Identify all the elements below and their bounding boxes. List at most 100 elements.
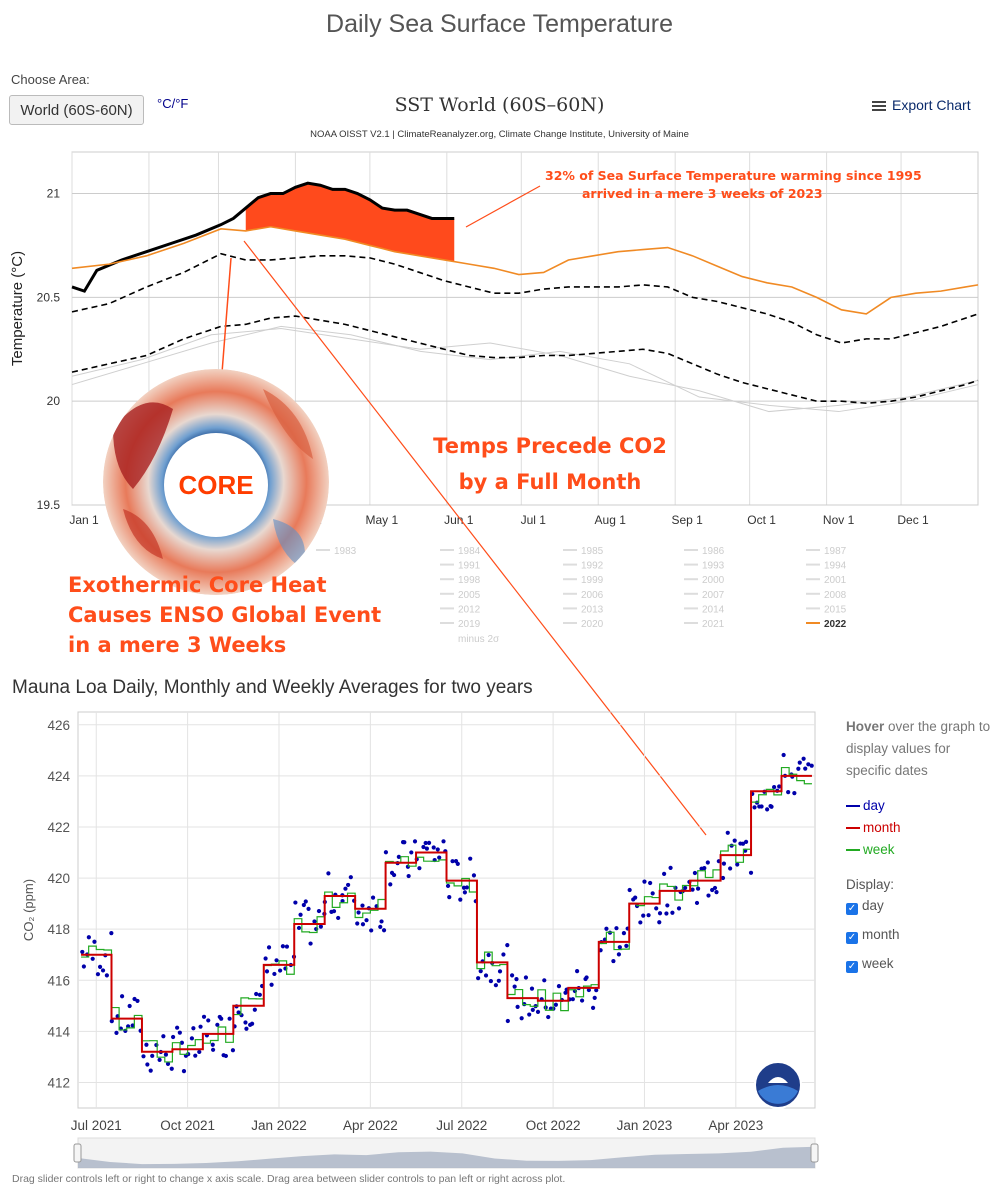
warming-annotation-line2: arrived in a mere 3 weeks of 2023: [582, 186, 823, 201]
co2-day-point: [144, 1042, 149, 1047]
co2-day-point: [177, 1030, 182, 1035]
co2-day-point: [90, 956, 95, 961]
co2-day-point: [340, 898, 345, 904]
export-chart-button[interactable]: Export Chart: [872, 97, 971, 113]
co2-day-point: [360, 922, 366, 927]
sst-legend-year: 1994: [824, 561, 847, 572]
co2-day-point: [412, 839, 418, 844]
co2-day-point: [206, 1018, 211, 1023]
legend-week[interactable]: week: [846, 839, 895, 861]
co2-day-point: [721, 861, 727, 866]
co2-day-point: [81, 964, 86, 969]
co2-day-point: [505, 943, 510, 948]
sst-y-label: Temperature (°C): [9, 251, 26, 366]
co2-y-tick: 418: [47, 922, 70, 937]
co2-day-point: [556, 984, 562, 989]
co2-day-point: [781, 752, 786, 758]
co2-day-point: [450, 859, 455, 864]
co2-day-point: [154, 1042, 159, 1048]
sst-legend-year: 2007: [702, 590, 725, 601]
sst-y-tick: 19.5: [37, 498, 61, 512]
co2-x-tick: Jul 2021: [71, 1118, 122, 1133]
co2-day-point: [702, 866, 707, 871]
co2-day-point: [284, 944, 290, 949]
co2-day-point: [370, 895, 376, 900]
legend-day-label: day: [863, 798, 885, 813]
co2-day-point: [735, 862, 740, 867]
co2-x-tick: Oct 2021: [160, 1118, 215, 1133]
co2-day-point: [668, 865, 673, 871]
checkbox-icon: ✓: [846, 961, 858, 973]
sst-legend-year: 2000: [702, 575, 725, 586]
co2-day-point: [254, 991, 259, 997]
sst-x-tick: Aug 1: [595, 513, 627, 527]
co2-day-point: [501, 952, 506, 957]
unit-toggle[interactable]: °C/°F: [157, 96, 189, 111]
co2-day-point: [670, 910, 675, 915]
sst-legend-year: 2013: [581, 604, 604, 615]
co2-day-point: [648, 880, 653, 886]
co2-day-point: [326, 871, 331, 876]
co2-day-point: [163, 1052, 169, 1057]
co2-y-label: CO₂ (ppm): [21, 879, 36, 941]
co2-day-point: [617, 945, 622, 950]
co2-day-point: [692, 870, 698, 876]
co2-day-point: [269, 982, 274, 987]
co2-day-point: [496, 978, 501, 983]
checkbox-icon: ✓: [846, 932, 858, 944]
co2-day-point: [175, 1025, 180, 1030]
sst-legend-year: 2020: [581, 619, 604, 630]
sst-legend-year: 1987: [824, 546, 847, 557]
co2-day-point: [614, 926, 619, 931]
display-week-checkbox[interactable]: ✓ week: [846, 953, 894, 975]
core-globe-image: [103, 369, 329, 595]
co2-day-point: [417, 866, 422, 871]
co2-day-point: [97, 964, 103, 969]
co2-month-line: [81, 774, 812, 1053]
sst-past-year-line: [71, 327, 979, 413]
sst-y-tick: 20: [47, 394, 61, 408]
co2-day-point: [657, 911, 663, 916]
co2-y-tick: 412: [47, 1075, 70, 1090]
area-select[interactable]: World (60S-60N): [9, 95, 144, 125]
display-month-checkbox[interactable]: ✓ month: [846, 924, 900, 946]
co2-day-point: [627, 887, 632, 893]
co2-day-point: [127, 1003, 132, 1009]
sst-legend-year: 2006: [581, 590, 604, 601]
co2-day-point: [493, 983, 498, 988]
co2-day-point: [468, 856, 473, 861]
display-day-checkbox[interactable]: ✓ day: [846, 895, 884, 917]
sst-x-tick: Jun 1: [444, 513, 474, 527]
co2-day-point: [519, 1016, 524, 1021]
precede-line2: by a Full Month: [458, 470, 642, 494]
co2-day-point: [431, 845, 436, 850]
co2-day-point: [509, 973, 515, 978]
co2-day-point: [266, 945, 272, 950]
legend-month[interactable]: month: [846, 817, 901, 839]
co2-day-point: [777, 784, 782, 789]
co2-day-point: [193, 1053, 198, 1058]
co2-day-point: [621, 931, 627, 936]
co2-y-tick: 416: [47, 973, 70, 988]
co2-day-point: [303, 899, 308, 904]
co2-day-point: [293, 900, 298, 905]
display-label: Display:: [846, 877, 895, 892]
co2-day-point: [197, 1049, 202, 1055]
sst-x-tick: Dec 1: [897, 513, 929, 527]
export-label: Export Chart: [892, 97, 971, 113]
co2-day-point: [478, 969, 483, 974]
sst-legend-year: 1986: [702, 546, 725, 557]
co2-day-point: [523, 975, 529, 980]
co2-day-point: [752, 805, 757, 810]
display-week-label: week: [862, 956, 894, 971]
display-month-label: month: [862, 927, 900, 942]
co2-day-point: [378, 924, 383, 929]
co2-day-point: [529, 986, 535, 991]
co2-day-point: [570, 997, 575, 1002]
co2-day-point: [92, 939, 97, 944]
co2-day-point: [435, 847, 440, 852]
legend-day[interactable]: day: [846, 795, 885, 817]
co2-day-point: [706, 893, 711, 898]
co2-day-point: [331, 909, 337, 914]
